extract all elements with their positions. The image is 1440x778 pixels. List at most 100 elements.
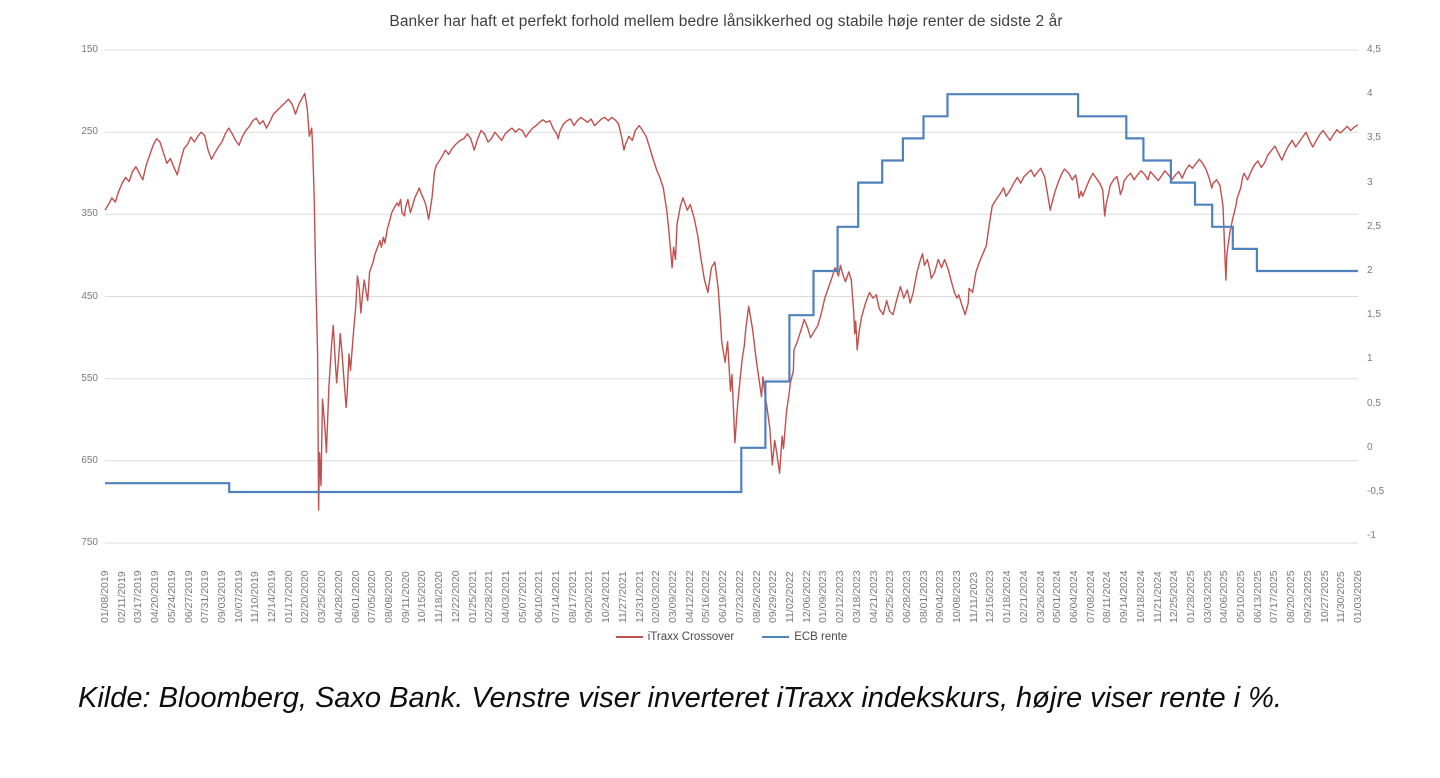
x-tick-label: 07/14/2021	[550, 570, 563, 623]
x-tick-label: 12/15/2023	[984, 570, 997, 623]
x-tick-label: 04/03/2021	[499, 570, 512, 623]
x-tick-label: 08/26/2022	[750, 570, 763, 623]
y-right-tick-label: 3,5	[1367, 132, 1381, 144]
x-tick-label: 06/27/2019	[182, 570, 195, 623]
x-tick-label: 10/07/2019	[232, 570, 245, 623]
ecb-line	[105, 93, 1358, 494]
y-right-tick-label: 2,5	[1367, 220, 1381, 232]
itraxx-line-swatch-icon	[615, 636, 643, 638]
x-tick-label: 01/18/2024	[1001, 570, 1014, 623]
x-tick-label: 02/21/2024	[1017, 570, 1030, 623]
x-tick-label: 11/18/2020	[433, 571, 446, 623]
x-tick-label: 09/23/2025	[1301, 570, 1314, 623]
x-tick-label: 12/22/2020	[449, 570, 462, 623]
x-tick-label: 02/28/2021	[483, 570, 496, 623]
y-left-tick-label: 450	[81, 290, 98, 302]
x-tick-label: 11/27/2021	[616, 571, 629, 623]
x-tick-label: 01/03/2026	[1352, 570, 1364, 623]
x-tick-label: 07/08/2024	[1084, 570, 1097, 623]
x-tick-label: 04/12/2022	[683, 570, 696, 623]
x-tick-label: 05/25/2023	[884, 570, 897, 623]
x-tick-label: 05/07/2021	[516, 570, 529, 623]
x-tick-label: 05/16/2022	[700, 570, 713, 623]
itraxx-line	[104, 92, 1359, 511]
x-tick-label: 06/04/2024	[1067, 570, 1080, 623]
y-right-tick-label: 0	[1367, 441, 1373, 453]
x-tick-label: 07/05/2020	[366, 570, 379, 623]
x-tick-label: 09/14/2024	[1118, 570, 1131, 623]
x-tick-label: 09/29/2022	[767, 570, 780, 623]
x-tick-label: 09/11/2020	[399, 571, 412, 623]
x-tick-label: 04/20/2019	[149, 570, 162, 623]
x-tick-label: 01/08/2019	[99, 570, 111, 623]
x-tick-label: 08/20/2025	[1285, 570, 1298, 623]
y-right-tick-label: 1	[1367, 353, 1373, 365]
chart-legend: iTraxx Crossover ECB rente	[105, 631, 1358, 643]
y-right-tick-label: 0,5	[1367, 397, 1381, 409]
y-left-tick-label: 250	[81, 126, 98, 138]
legend-item-ecb: ECB rente	[762, 631, 847, 643]
x-tick-label: 11/30/2025	[1335, 571, 1348, 623]
source-caption: Kilde: Bloomberg, Saxo Bank. Venstre vis…	[78, 682, 1282, 714]
chart-svg	[104, 49, 1359, 544]
x-tick-label: 07/17/2025	[1268, 570, 1281, 623]
x-tick-label: 01/25/2021	[466, 570, 479, 623]
x-tick-label: 03/18/2023	[850, 570, 863, 623]
x-tick-label: 04/21/2023	[867, 570, 880, 623]
y-right-tick-label: 4,5	[1367, 44, 1381, 55]
x-tick-label: 06/28/2023	[900, 570, 913, 623]
x-tick-label: 12/31/2021	[633, 570, 646, 623]
y-right-tick-label: 2	[1367, 265, 1373, 276]
y-left-tick-label: 750	[81, 537, 98, 548]
x-tick-label: 08/11/2024	[1101, 571, 1114, 623]
x-tick-label: 09/04/2023	[934, 570, 947, 623]
x-tick-label: 03/03/2025	[1201, 570, 1214, 623]
x-tick-label: 08/08/2020	[383, 570, 395, 623]
y-right-tick-label: 3	[1367, 176, 1373, 188]
y-right-tick-label: 4	[1367, 88, 1373, 100]
y-left-tick-label: 150	[81, 44, 98, 55]
x-tick-label: 11/10/2019	[249, 571, 262, 623]
y-left-tick-label: 550	[81, 372, 98, 384]
x-tick-label: 11/21/2024	[1151, 571, 1164, 623]
x-tick-label: 04/06/2025	[1218, 570, 1231, 623]
x-tick-label: 03/09/2022	[667, 570, 680, 623]
legend-label-itraxx: iTraxx Crossover	[647, 631, 735, 643]
x-tick-label: 02/03/2022	[650, 570, 663, 623]
x-tick-label: 10/18/2024	[1134, 570, 1147, 623]
x-tick-label: 06/01/2020	[349, 570, 362, 623]
x-tick-label: 03/26/2024	[1034, 570, 1047, 623]
x-tick-label: 07/31/2019	[199, 570, 212, 623]
legend-label-ecb: ECB rente	[794, 631, 848, 643]
x-tick-label: 08/01/2023	[917, 570, 930, 623]
x-tick-label: 11/02/2022	[783, 571, 796, 623]
x-tick-label: 09/03/2019	[215, 570, 228, 623]
x-tick-label: 06/13/2025	[1251, 570, 1264, 623]
x-tick-label: 10/15/2020	[416, 570, 429, 623]
legend-item-itraxx: iTraxx Crossover	[615, 631, 735, 643]
x-tick-label: 04/28/2020	[332, 570, 345, 623]
x-tick-label: 02/11/2019	[115, 571, 128, 623]
ecb-line-swatch-icon	[762, 636, 790, 638]
x-tick-label: 02/12/2023	[834, 570, 847, 623]
x-tick-label: 07/23/2022	[733, 570, 746, 623]
x-tick-label: 05/24/2019	[165, 570, 178, 623]
x-tick-label: 12/14/2019	[266, 570, 279, 623]
y-right-tick-label: -1	[1367, 530, 1376, 542]
y-left-tick-label: 350	[81, 208, 98, 220]
x-tick-label: 01/09/2023	[817, 570, 830, 623]
x-tick-label: 10/27/2025	[1318, 570, 1331, 623]
y-right-tick-label: 1,5	[1367, 309, 1381, 321]
x-tick-label: 01/17/2020	[282, 570, 295, 623]
y-left-tick-label: 650	[81, 454, 98, 466]
x-tick-label: 08/17/2021	[566, 570, 579, 623]
x-tick-label: 10/24/2021	[600, 570, 613, 623]
x-tick-label: 06/19/2022	[717, 570, 730, 623]
x-tick-label: 11/11/2023	[967, 572, 980, 623]
x-tick-label: 02/20/2020	[299, 570, 312, 623]
x-tick-label: 03/25/2020	[316, 570, 329, 623]
chart-title: Banker har haft et perfekt forhold melle…	[389, 13, 1063, 30]
x-tick-label: 12/06/2022	[800, 570, 813, 623]
y-right-tick-label: -0,5	[1367, 486, 1385, 497]
